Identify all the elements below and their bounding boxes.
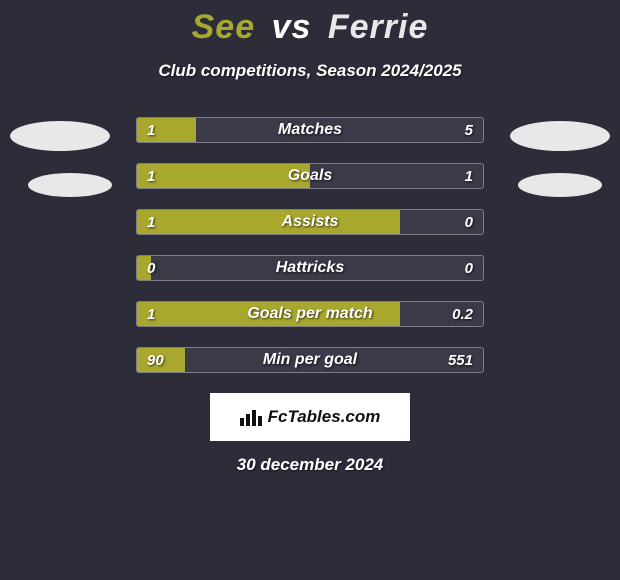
subtitle: Club competitions, Season 2024/2025 — [0, 61, 620, 81]
stat-value-right: 5 — [455, 118, 483, 142]
comparison-chart: 1Matches51Goals11Assists00Hattricks01Goa… — [0, 117, 620, 373]
date-label: 30 december 2024 — [0, 455, 620, 475]
brand-badge: FcTables.com — [210, 393, 410, 441]
stat-bar-fill — [137, 256, 151, 280]
stat-value-right: 1 — [455, 164, 483, 188]
stat-bar-fill — [137, 118, 196, 142]
stat-bar: 1Matches5 — [136, 117, 484, 143]
player2-name: Ferrie — [328, 8, 429, 46]
vs-label: vs — [272, 8, 312, 46]
player2-photo-placeholder — [510, 121, 610, 151]
stat-label: Min per goal — [137, 348, 483, 372]
stat-bar-fill — [137, 348, 185, 372]
bar-chart-icon — [240, 408, 262, 426]
stat-value-right: 0 — [455, 256, 483, 280]
stat-label: Hattricks — [137, 256, 483, 280]
player1-photo-shadow — [28, 173, 112, 197]
stat-value-right: 0.2 — [442, 302, 483, 326]
stat-bar-fill — [137, 164, 310, 188]
stat-bar: 1Goals per match0.2 — [136, 301, 484, 327]
stat-bars: 1Matches51Goals11Assists00Hattricks01Goa… — [136, 117, 484, 373]
stat-bar: 90Min per goal551 — [136, 347, 484, 373]
stat-bar: 0Hattricks0 — [136, 255, 484, 281]
stat-value-right: 551 — [438, 348, 483, 372]
stat-bar-fill — [137, 302, 400, 326]
player2-photo-shadow — [518, 173, 602, 197]
stat-bar: 1Assists0 — [136, 209, 484, 235]
stat-bar: 1Goals1 — [136, 163, 484, 189]
player1-name: See — [192, 8, 256, 46]
page-title: See vs Ferrie — [0, 0, 620, 47]
stat-value-right: 0 — [455, 210, 483, 234]
stat-bar-fill — [137, 210, 400, 234]
player1-photo-placeholder — [10, 121, 110, 151]
brand-text: FcTables.com — [268, 407, 381, 427]
